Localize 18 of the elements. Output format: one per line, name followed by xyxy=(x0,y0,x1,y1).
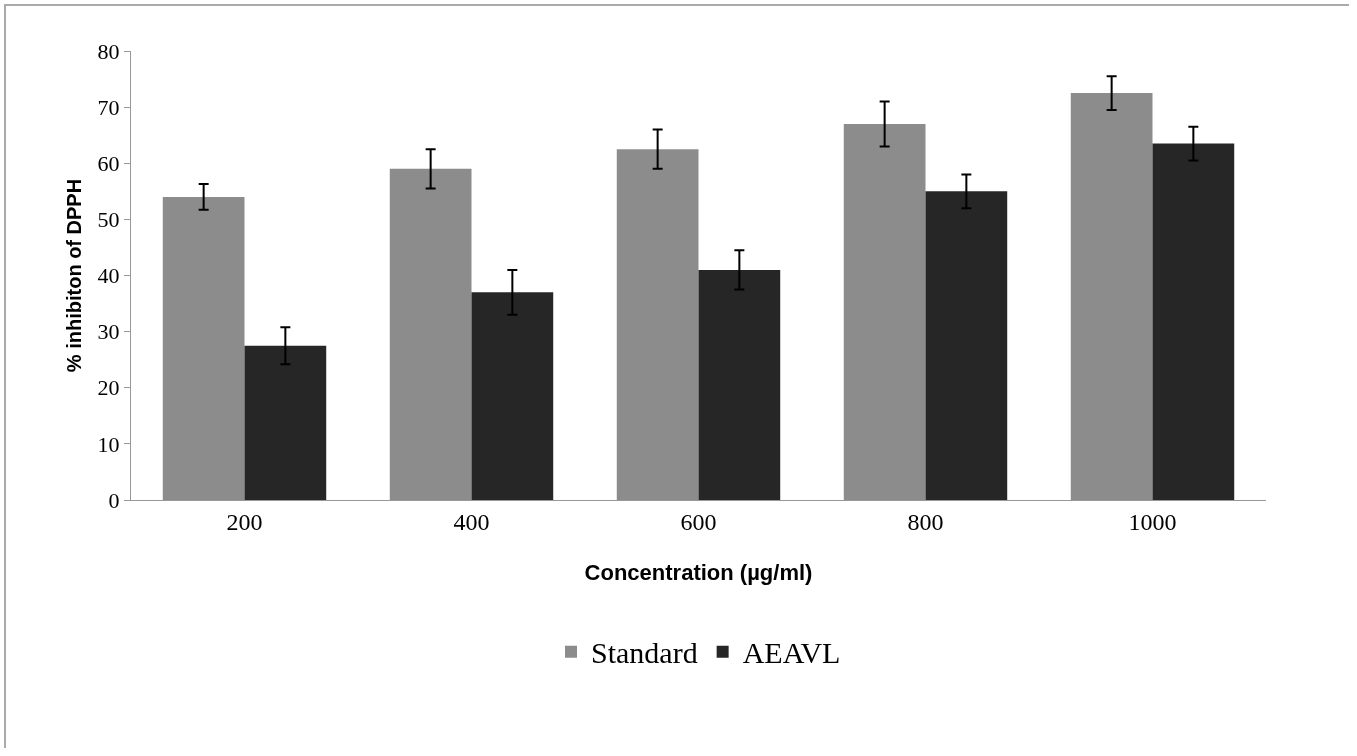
y-tick-label: 30 xyxy=(97,319,120,345)
x-tick-label: 600 xyxy=(680,508,717,535)
y-tick-label: 70 xyxy=(97,94,120,120)
x-tick-label: 200 xyxy=(226,508,263,535)
y-tick-label: 20 xyxy=(97,375,120,401)
legend-label: AEAVL xyxy=(742,636,841,670)
y-tick-label: 60 xyxy=(97,150,120,176)
legend-label: Standard xyxy=(591,636,698,670)
y-axis-title: % inhibiton of DPPH xyxy=(63,178,85,373)
y-tick-label: 0 xyxy=(108,487,120,513)
x-tick-label: 1000 xyxy=(1128,508,1177,535)
y-tick-label: 80 xyxy=(97,38,120,64)
y-tick-label: 50 xyxy=(97,207,120,233)
x-axis-title: Concentration (µg/ml) xyxy=(584,559,813,585)
x-tick-label: 800 xyxy=(907,508,944,535)
y-tick-label: 40 xyxy=(97,263,120,289)
x-tick-label: 400 xyxy=(453,508,490,535)
y-tick-label: 10 xyxy=(97,431,120,457)
